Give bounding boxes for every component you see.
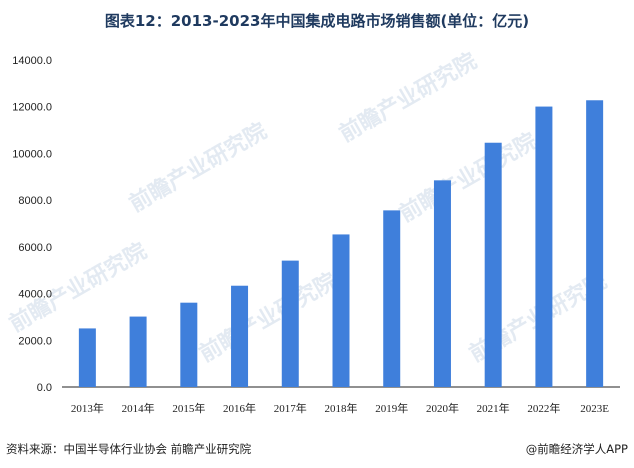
x-tick-label: 2021年 [477,401,510,415]
bar [535,106,553,387]
y-tick-label: 0.0 [37,382,52,394]
y-tick-label: 12000.0 [12,102,52,114]
y-tick-label: 4000.0 [18,289,52,301]
bar [586,100,604,388]
y-tick-label: 6000.0 [18,242,52,254]
y-tick-label: 14000.0 [12,55,52,67]
x-tick-label: 2019年 [375,401,408,415]
x-tick-label: 2013年 [71,401,104,415]
y-tick-label: 8000.0 [18,195,52,207]
x-tick-label: 2023E [580,403,609,415]
bar [433,180,451,387]
bar [281,260,299,387]
bar [231,285,249,387]
bar [78,328,96,387]
bar [383,210,401,387]
x-tick-label: 2016年 [223,401,256,415]
bar [129,316,147,387]
bar [180,302,198,387]
bar [484,142,502,387]
x-tick-label: 2015年 [172,401,205,415]
x-tick-label: 2017年 [274,401,307,415]
y-tick-label: 10000.0 [12,148,52,160]
x-tick-label: 2020年 [426,401,459,415]
bar [332,234,350,387]
x-tick-label: 2018年 [325,401,358,415]
source-note: 资料来源：中国半导体行业协会 前瞻产业研究院 [6,442,252,456]
y-tick-label: 2000.0 [18,335,52,347]
x-tick-label: 2022年 [527,401,560,415]
credit-note: @前瞻经济学人APP [525,442,628,456]
chart-title: 图表12：2013-2023年中国集成电路市场销售额(单位：亿元) [104,12,530,30]
x-tick-label: 2014年 [122,401,155,415]
